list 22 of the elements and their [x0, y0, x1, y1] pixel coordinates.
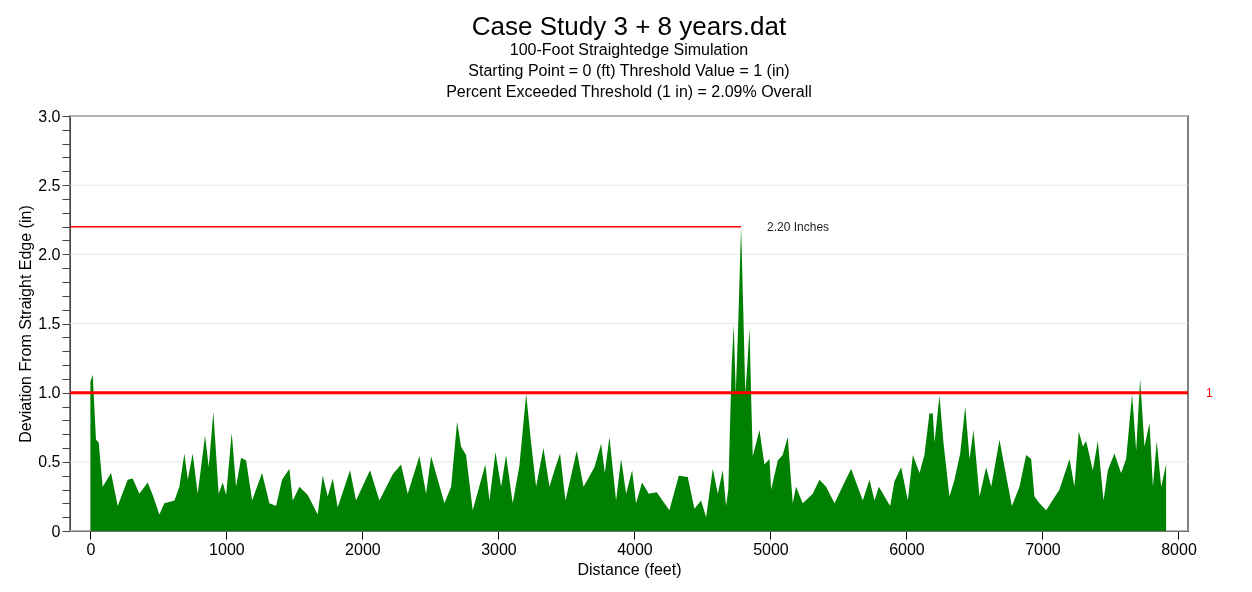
- chart-subtitle: 100-Foot Straightedge Simulation Starting Point = 0 (ft) Threshold Value = 1 (in) Percent Exceeded Threshold (1 in) = 2.09% Overall: [446, 41, 812, 100]
- y-tick-label: 1.0: [38, 384, 61, 402]
- x-tick-label: 7000: [1025, 540, 1061, 558]
- x-tick-label: 2000: [345, 540, 381, 558]
- ref-line-label: 1: [1206, 385, 1213, 400]
- x-tick-label: 6000: [889, 540, 925, 558]
- x-tick-label: 5000: [753, 540, 789, 558]
- chart-title: Case Study 3 + 8 years.dat: [471, 11, 787, 41]
- x-tick-label: 3000: [481, 540, 517, 558]
- y-tick-label: 1.5: [38, 315, 61, 332]
- x-axis-title: Distance (feet): [577, 560, 682, 578]
- x-tick-label: 0: [86, 540, 96, 558]
- y-tick-label: 2.5: [38, 176, 61, 194]
- y-tick-label: 0: [51, 522, 61, 540]
- x-tick-label: 1000: [209, 540, 245, 558]
- ref-line-label: 2.20 Inches: [767, 219, 830, 234]
- y-axis-title: Deviation From Straight Edge (in): [17, 205, 35, 443]
- y-tick-label: 0.5: [38, 453, 61, 471]
- y-tick-label: 3.0: [38, 107, 61, 125]
- x-tick-label: 4000: [617, 540, 653, 558]
- y-tick-label: 2.0: [38, 245, 61, 263]
- x-tick-label: 8000: [1161, 540, 1197, 558]
